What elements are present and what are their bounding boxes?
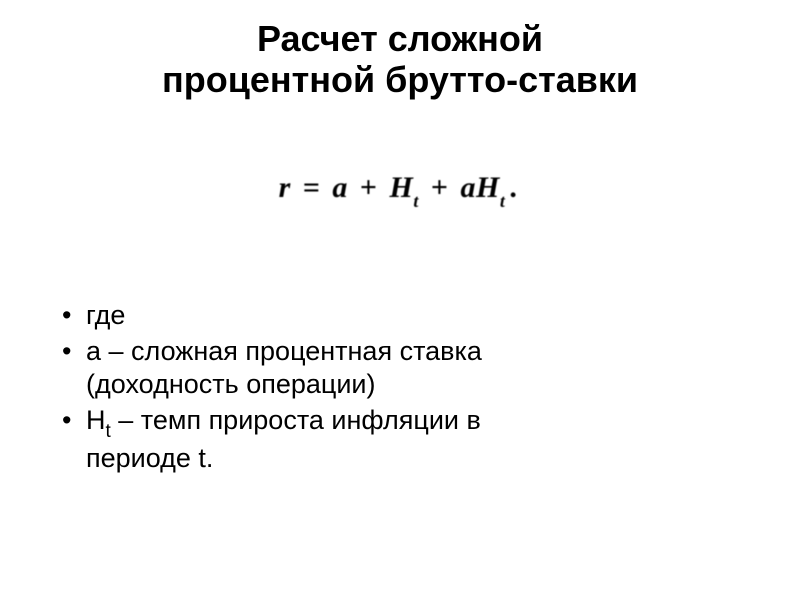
- plus-sign: +: [356, 171, 382, 204]
- slide: Расчет сложной процентной брутто-ставки …: [0, 0, 800, 600]
- h-rest: – темп прироста инфляции в: [111, 405, 481, 435]
- formula-sub2: t: [500, 191, 506, 211]
- formula-dot: .: [505, 171, 521, 204]
- h-prefix: H: [86, 405, 106, 435]
- formula-a: a: [332, 171, 348, 204]
- list-item-where: где: [62, 299, 760, 333]
- formula-aH: aH: [461, 171, 500, 204]
- title-line-2: процентной брутто-ставки: [162, 59, 638, 100]
- slide-title: Расчет сложной процентной брутто-ставки: [40, 18, 760, 101]
- formula-H1: H: [390, 171, 414, 204]
- formula: r = a + Ht + aHt.: [279, 171, 522, 204]
- a-def-line1: a – сложная процентная ставка: [86, 336, 482, 366]
- plus-sign: +: [427, 171, 453, 204]
- list-item-h: Ht – темп прироста инфляции в периоде t.: [62, 404, 760, 476]
- title-line-1: Расчет сложной: [257, 18, 543, 59]
- formula-sub1: t: [413, 191, 419, 211]
- formula-r: r: [279, 171, 291, 204]
- formula-block: r = a + Ht + aHt.: [40, 171, 760, 209]
- a-def-line2: (доходность операции): [86, 369, 376, 399]
- h-subscript: t: [106, 421, 111, 442]
- definitions-list: где a – сложная процентная ставка (доход…: [40, 299, 760, 476]
- equals-sign: =: [299, 171, 325, 204]
- where-text: где: [86, 300, 125, 330]
- list-item-a: a – сложная процентная ставка (доходност…: [62, 335, 760, 403]
- h-line2: периоде t.: [86, 443, 213, 473]
